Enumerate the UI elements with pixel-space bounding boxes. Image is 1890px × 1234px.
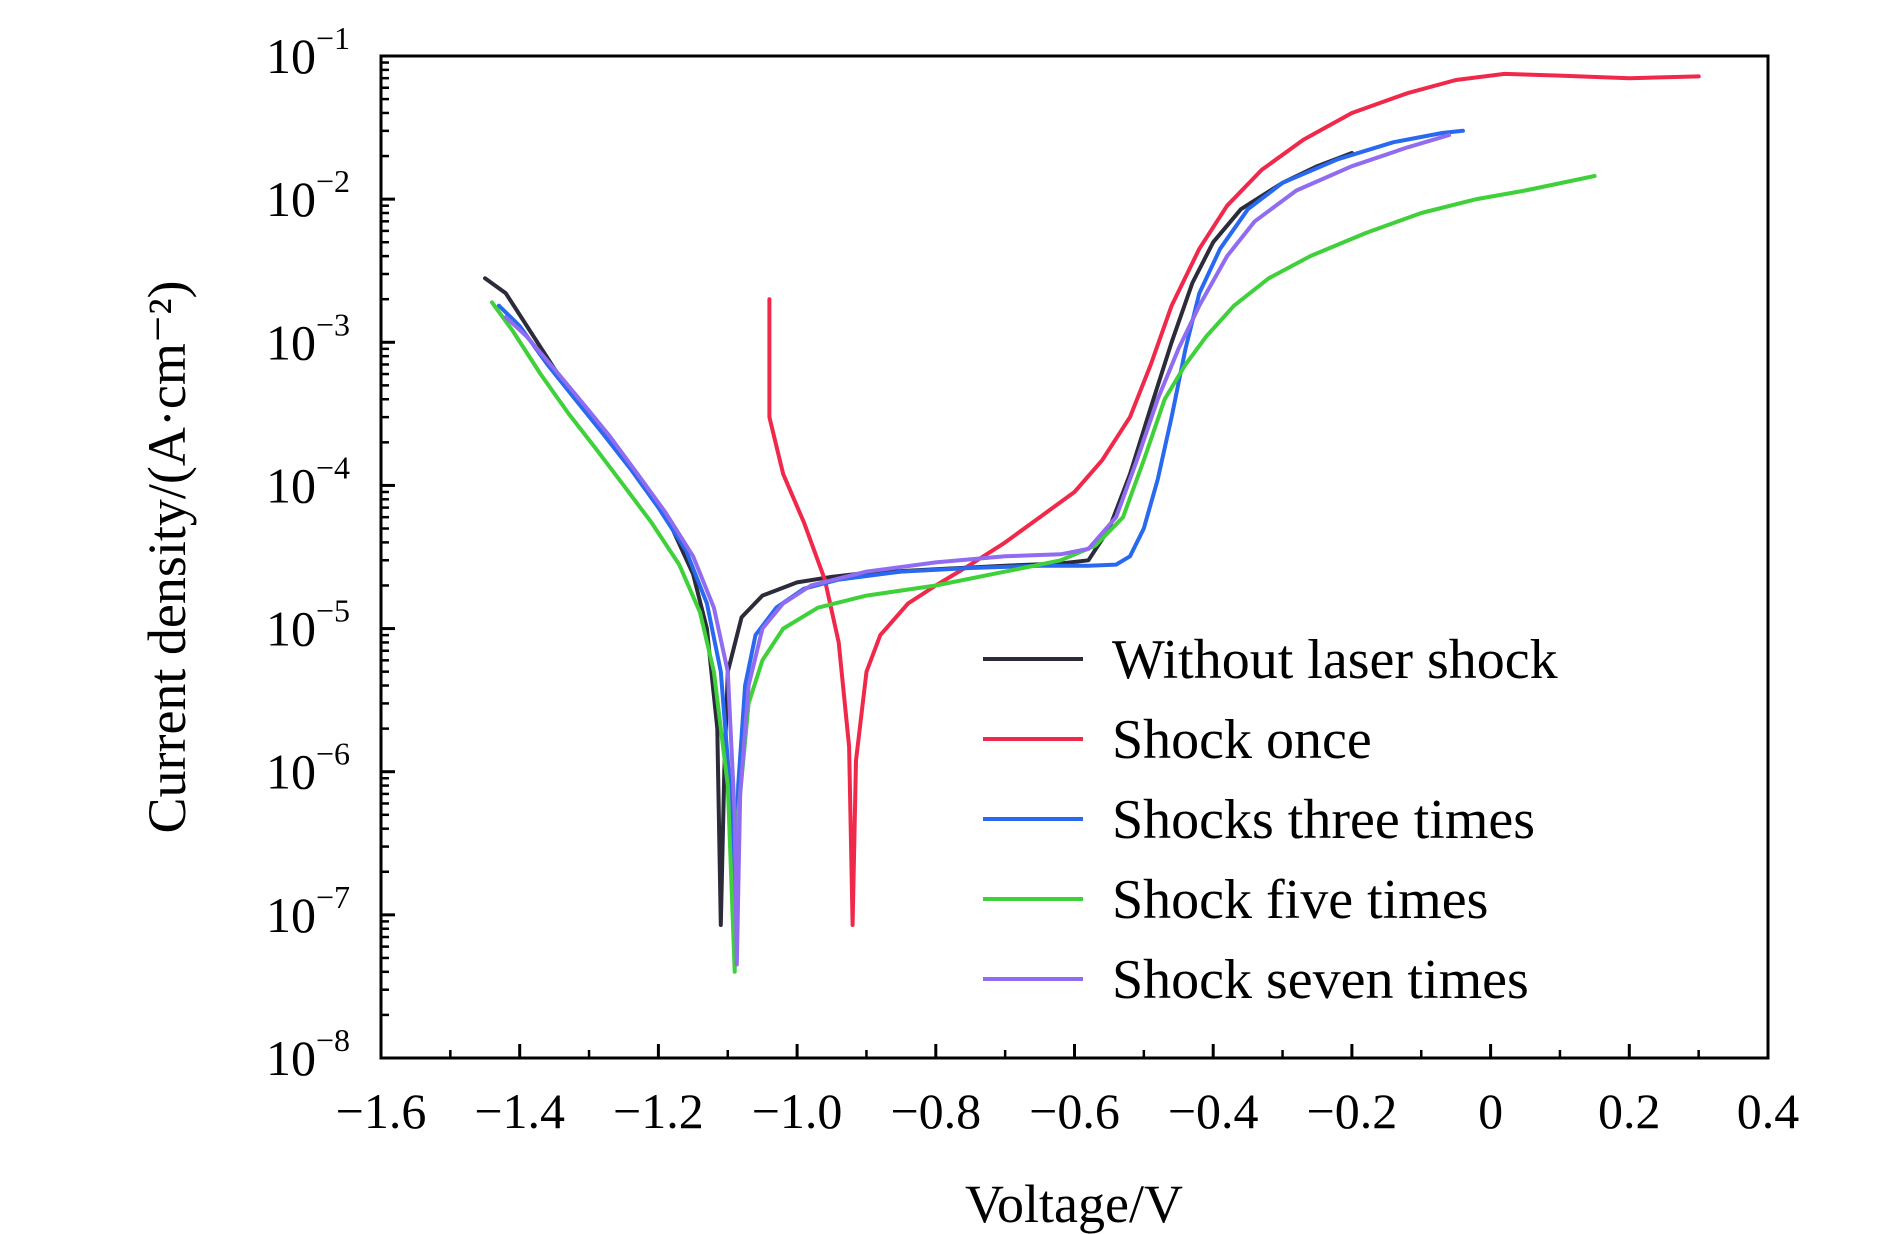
y-tick-label: 10−5: [266, 593, 350, 657]
y-axis-label: Current density/(A·cm⁻²): [137, 280, 197, 833]
x-tick-label: 0.4: [1737, 1083, 1800, 1139]
series-lines: [483, 71, 1701, 974]
x-tick-label: −1.0: [752, 1083, 843, 1139]
x-tick-label: 0: [1478, 1083, 1503, 1139]
x-axis-label: Voltage/V: [965, 1174, 1183, 1234]
series-line-2: [767, 71, 1701, 927]
x-tick-label: 0.2: [1598, 1083, 1661, 1139]
x-tick-label: −1.6: [336, 1083, 427, 1139]
y-tick-label: 10−2: [266, 163, 350, 227]
x-tick-label: −0.4: [1168, 1083, 1259, 1139]
series-line-3: [496, 128, 1465, 960]
legend-label: Shock once: [1112, 709, 1372, 771]
y-axis: 10−8 10−7 10−6 10−5 10−4 10−3 10−2 10−1: [266, 20, 395, 1086]
y-tick-label: 10−1: [266, 20, 350, 84]
y-tick-label: 10−8: [266, 1022, 350, 1086]
legend-label: Without laser shock: [1112, 629, 1558, 691]
x-tick-label: −0.6: [1029, 1083, 1120, 1139]
x-axis: −1.6 −1.4 −1.2 −1.0 −0.8 −0.6 −0.4 −0.2 0 0.2 0.4: [336, 1044, 1800, 1139]
y-tick-label: 10−7: [266, 879, 350, 943]
y-tick-label: 10−6: [266, 736, 350, 800]
legend: Without laser shock Shock once Shocks thre…: [983, 629, 1558, 1011]
legend-label: Shock seven times: [1112, 949, 1529, 1011]
x-tick-label: −1.4: [474, 1083, 565, 1139]
x-tick-label: −1.2: [613, 1083, 704, 1139]
legend-label: Shocks three times: [1112, 789, 1535, 851]
plot-frame: [379, 54, 1770, 1060]
series-line-5: [503, 133, 1451, 967]
series-line-4: [490, 174, 1597, 974]
legend-label: Shock five times: [1112, 869, 1488, 931]
y-tick-label: 10−3: [266, 306, 350, 370]
x-tick-label: −0.2: [1307, 1083, 1398, 1139]
x-tick-label: −0.8: [890, 1083, 981, 1139]
y-tick-label: 10−4: [266, 449, 350, 513]
